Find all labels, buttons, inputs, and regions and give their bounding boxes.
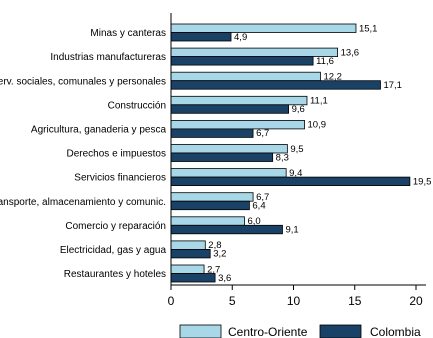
data-label: 6,7 [256, 192, 269, 203]
bar-colombia [170, 56, 314, 66]
bar-centro-oriente [170, 144, 288, 154]
category-labels-group: Minas y canteras Industrias manufacturera… [0, 28, 166, 280]
data-label: 6,0 [248, 216, 261, 227]
data-label: 6,7 [256, 128, 269, 139]
legend: Centro-Oriente Colombia [179, 324, 421, 338]
bar-centro-oriente [170, 240, 206, 250]
data-label: 17,1 [383, 80, 402, 91]
data-label: 9,6 [292, 104, 305, 115]
category-label: Minas y canteras [90, 28, 166, 39]
bar-colombia [170, 224, 283, 235]
category-label: Industrias manufactureras [50, 52, 166, 63]
x-tick-label: 0 [168, 294, 175, 308]
category-label: Derechos e impuestos [67, 149, 167, 160]
legend-label: Centro-Oriente [228, 325, 308, 338]
bar-colombia [170, 200, 250, 211]
bar-colombia [170, 104, 289, 114]
data-label: 15,1 [359, 23, 378, 34]
bar-colombia [170, 248, 211, 259]
category-label: Comercio y reparación [65, 221, 166, 232]
legend-swatch-colombia [319, 324, 362, 338]
data-label: 8,3 [276, 152, 289, 163]
category-label: Transporte, almacenamiento y comunic. [0, 197, 166, 208]
data-label: 9,4 [289, 168, 302, 179]
data-label: 19,5 [413, 176, 432, 187]
x-tick-label: 10 [287, 294, 301, 308]
bars-group [170, 23, 411, 283]
x-axis: 0 5 10 15 20 [168, 13, 426, 308]
bar-colombia [170, 80, 381, 90]
bar-centro-oriente [170, 23, 357, 33]
category-label: Construcción [108, 100, 166, 111]
data-label: 4,9 [234, 32, 247, 43]
bar-centro-oriente [170, 264, 205, 274]
data-label: 3,2 [213, 249, 226, 260]
bar-colombia [170, 128, 254, 138]
bar-centro-oriente [170, 120, 305, 130]
data-label: 9,1 [285, 225, 298, 236]
data-label: 13,6 [341, 47, 360, 58]
bar-centro-oriente [170, 216, 245, 226]
data-label: 9,5 [290, 144, 303, 155]
data-label: 11,1 [310, 96, 328, 107]
data-label: 10,9 [308, 120, 327, 131]
value-labels-group: 15,1 4,9 13,6 11,6 12,2 17,1 11,1 9,610,9 6,7 9,5… [207, 23, 431, 284]
x-tick-label: 15 [348, 294, 362, 308]
x-tick-label: 5 [229, 294, 236, 308]
data-label: 11,6 [316, 56, 334, 67]
x-tick-label: 20 [409, 294, 423, 308]
bar-colombia [170, 32, 232, 42]
legend-label: Colombia [370, 325, 421, 338]
bar-centro-oriente [170, 168, 287, 178]
bar-centro-oriente [170, 47, 339, 57]
data-label: 6,4 [252, 200, 265, 211]
bar-centro-oriente [170, 95, 308, 106]
bar-centro-oriente [170, 192, 254, 202]
data-label: 12,2 [323, 71, 342, 82]
category-label: Agricultura, ganaderia y pesca [31, 125, 167, 136]
bar-centro-oriente [170, 71, 321, 82]
data-label: 3,6 [218, 273, 231, 284]
category-label: Electricidad, gas y agua [60, 245, 167, 256]
category-label: Servicios financieros [74, 173, 166, 184]
data-label: 2,8 [208, 240, 221, 251]
category-label: Serv. sociales, comunales y personales [0, 76, 166, 87]
bar-colombia [170, 152, 274, 162]
data-label: 2,7 [207, 264, 220, 275]
category-label: Restaurantes y hoteles [64, 269, 166, 280]
legend-swatch-centro-oriente [179, 324, 222, 338]
